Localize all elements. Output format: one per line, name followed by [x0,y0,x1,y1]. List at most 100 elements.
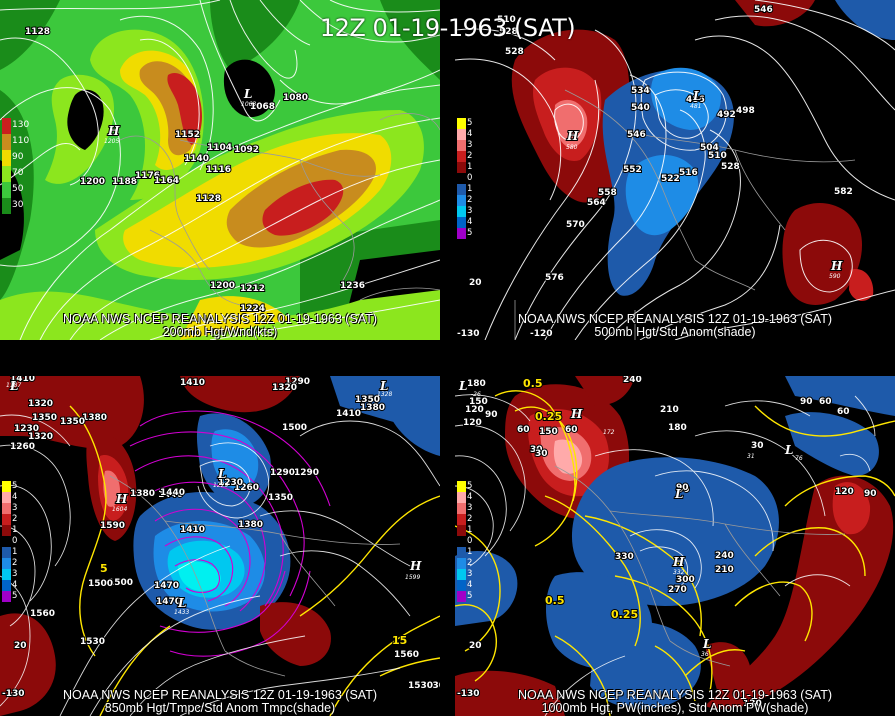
svg-text:H: H [107,124,120,138]
contour-label: 1470 [156,597,181,607]
contour-label: 1440 [160,488,185,498]
contour-label: 1212 [240,284,265,294]
contour-label: 552 [623,165,642,175]
legend-item: 2 [455,195,485,206]
map-500mb: 510 528 534 540 546 552 558 564 570 576 … [455,0,895,340]
contour-label: 30 [530,445,543,455]
contour-label: 120 [835,487,854,497]
contour-label: 1500 [108,578,133,588]
contour-label: 528 [505,47,524,57]
contour-labels-1000mb: 180 150 120 90 60 30 240 210 180 150 120… [462,376,878,710]
contour-label: 1410 [180,525,205,535]
contour-label: 1530 [408,681,433,691]
legend-item: 70 [0,166,30,182]
legend-item: 0 [455,536,485,547]
contour-label: 1116 [206,165,231,175]
contour-label: 30 [751,441,764,451]
contour-label: 1410 [10,376,35,384]
legend-item: 0 [455,173,485,184]
high-center-500mb: H 580 [565,128,580,151]
low-center-1000mb: L 31 [673,453,755,502]
svg-text:1604: 1604 [112,506,127,513]
panel-850mb: 1410 1470 1500 1320 1290 1260 1230 1350 … [0,376,440,716]
contour-label: 492 [717,110,736,120]
high-center-850mb: H 1604 [112,491,129,513]
contour-label: 1260 [10,442,35,452]
contour-label: 1176 [135,171,160,181]
contour-label: 90 [677,485,690,495]
contour-label: 90 [676,483,689,493]
legend-item: 1 [455,525,485,536]
coastlines-1000mb [554,465,846,667]
contour-label: 60 [517,425,530,435]
svg-text:1187: 1187 [6,382,21,389]
contour-label: 522 [661,174,680,184]
caption-line1: NOAA NWS NCEP REANALYSIS 12Z 01-19-1963 … [62,312,377,326]
contour-label: 1350 [355,395,380,405]
high-center-1000mb: H 332 [671,554,686,576]
contour-label: 1200 [80,177,105,187]
contour-label: 120 [463,418,482,428]
contour-label: 546 [627,130,646,140]
svg-text:L: L [217,467,226,481]
legend-item: 2 [455,558,485,569]
svg-text:L: L [692,89,701,103]
svg-text:332: 332 [673,569,685,576]
svg-text:H: H [672,555,685,569]
svg-text:L: L [177,596,186,610]
svg-text:L: L [379,379,388,393]
contour-label: 1290 [285,377,310,387]
low-center-850mb: L 1328 [377,378,392,398]
contour-label: 1350 [60,417,85,427]
legend-item: 2 [0,514,30,525]
high-center-850mb: H 1599 [405,558,423,581]
contour-label: 546 [754,5,773,15]
svg-text:L: L [674,487,683,501]
panel-200mb: 1128 1200 1188 1176 1164 1152 1140 1104 … [0,0,440,340]
low-center-1000mb: L 36 [701,636,712,658]
legend-item: 5 [0,481,30,492]
contour-label: 1440 [158,490,183,500]
svg-text:1205: 1205 [104,138,119,145]
contour-label: 90 [485,410,498,420]
contour-label: 210 [660,405,679,415]
svg-text:H: H [566,129,579,143]
caption-line1: NOAA NWS NCEP REANALYSIS 12Z 01-19-1963 … [517,688,832,702]
axis-label: -130 [2,689,25,699]
contour-label: 1230 [218,478,243,488]
svg-text:L: L [702,637,711,651]
svg-text:H: H [570,407,583,421]
pw-label: 0.25 [611,608,638,621]
contour-label: 582 [834,187,853,197]
svg-text:36: 36 [701,651,709,658]
svg-text:L: L [243,87,252,101]
legend-item: 5 [455,118,485,129]
legend-item: 2 [455,151,485,162]
contour-label: 1500 [282,423,307,433]
contour-label: 1530 [80,637,105,647]
legend-item: 3 [455,503,485,514]
contour-label: 1152 [175,130,200,140]
contour-label: 1320 [272,383,297,393]
contour-label: 534 [631,86,650,96]
contour-label: 1068 [250,102,275,112]
svg-text:L: L [9,379,18,393]
legend-item: 3 [0,503,30,514]
height-contours-1000mb [455,394,876,716]
contour-label: 1290 [294,468,319,478]
svg-text:1599: 1599 [405,574,420,581]
contour-label: 1260 [234,483,259,493]
temperature-contours-850mb [129,410,331,657]
svg-text:1229: 1229 [213,482,228,489]
contour-label: 510 [708,151,727,161]
contour-label: 1380 [130,489,155,499]
contour-labels-500mb: 510 528 534 540 546 552 558 564 570 576 … [496,4,854,284]
legend-item: 1 [455,547,485,558]
caption-line1: NOAA NWS NCEP REANALYSIS 12Z 01-19-1963 … [517,312,832,326]
svg-text:172: 172 [603,429,615,436]
high-center-1000mb: H 172 [569,406,615,436]
contour-label: 570 [566,220,585,230]
zero-isotherm-850mb [69,405,440,716]
pw-label: 0.5 [523,377,543,390]
